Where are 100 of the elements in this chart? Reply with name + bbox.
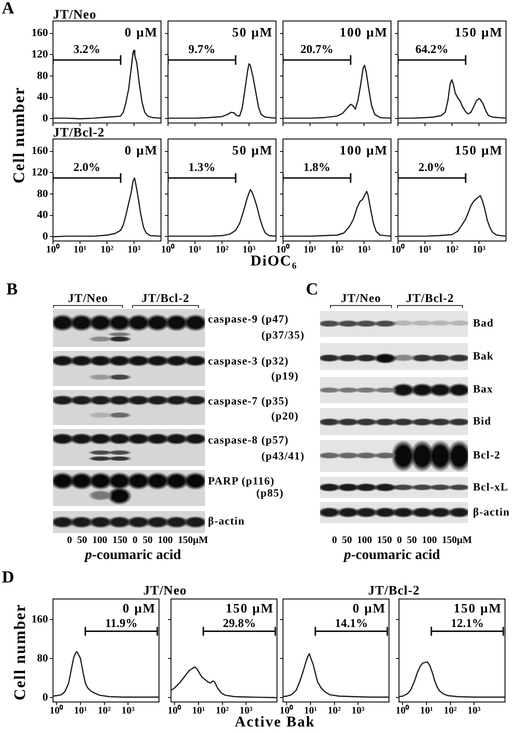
text: β-actin bbox=[473, 506, 510, 518]
x-tick-label: 10⁰ bbox=[46, 244, 60, 256]
text: JT/Bcl-2 bbox=[406, 291, 454, 305]
series-label: 29.8% bbox=[222, 616, 256, 630]
x-tick-label: 10³ bbox=[240, 706, 253, 717]
chart-title: 0 μM bbox=[124, 24, 158, 40]
chart-title: 150 μM bbox=[454, 24, 503, 40]
chart-subtitle: JT/Bcl-2 bbox=[53, 124, 105, 140]
text: JT/Neo bbox=[340, 291, 382, 305]
y-tick-label: 80 bbox=[37, 70, 48, 82]
x-tick-label: 10¹ bbox=[418, 244, 432, 256]
text: JT/Bcl-2 bbox=[142, 291, 190, 305]
x-tick-label: 10¹ bbox=[304, 244, 316, 256]
y-tick-label: 80 bbox=[37, 652, 48, 664]
text: (p37/35) bbox=[261, 330, 305, 342]
text: caspase-3 (p32) bbox=[208, 356, 289, 368]
text: p-coumaric acid bbox=[344, 548, 440, 563]
y-tick-label: 160 bbox=[32, 145, 48, 158]
text: Bax bbox=[473, 384, 494, 396]
series-label: 9.7% bbox=[188, 42, 216, 56]
text: A bbox=[2, 0, 14, 18]
y-tick-label: 160 bbox=[32, 613, 48, 626]
y-tick-label: 0 bbox=[42, 691, 48, 704]
series-label: 11.9% bbox=[105, 616, 138, 630]
chart-title: 50 μM bbox=[232, 24, 273, 40]
chart-title: 100 μM bbox=[340, 24, 388, 40]
text: JT/Neo bbox=[68, 291, 108, 305]
text: 0 50 100 150 0 50 100 150μM bbox=[332, 535, 472, 546]
x-tick-label: 10³ bbox=[128, 244, 140, 256]
x-tick-label: 10¹ bbox=[74, 244, 86, 256]
x-tick-label: 10² bbox=[328, 706, 341, 717]
chart-title: 150 μM bbox=[226, 600, 274, 616]
chart-title: 0 μM bbox=[122, 600, 156, 616]
text: C bbox=[306, 280, 318, 298]
series-label: 64.2% bbox=[415, 42, 448, 56]
text: (p43/41) bbox=[261, 450, 305, 462]
x-tick-label: 10² bbox=[446, 244, 458, 256]
series-label: 1.3% bbox=[188, 160, 216, 174]
y-tick-label: 80 bbox=[37, 188, 48, 200]
series-label: 3.2% bbox=[73, 42, 100, 56]
x-axis-title: Active Bak bbox=[234, 714, 316, 730]
series-label: 2.0% bbox=[73, 160, 100, 174]
x-axis-title: DiOC₆ bbox=[250, 254, 298, 270]
series-label: 20.7% bbox=[300, 42, 334, 56]
chart-title: 0 μM bbox=[352, 600, 386, 616]
chart-subtitle: JT/Neo bbox=[143, 582, 187, 598]
y-tick-label: 120 bbox=[32, 48, 48, 60]
x-tick-label: 10⁰ bbox=[50, 704, 64, 717]
text: p-coumaric acid bbox=[84, 548, 182, 563]
x-tick-label: 10² bbox=[100, 244, 114, 256]
text: (p19) bbox=[271, 370, 299, 382]
y-axis-title: Cell number bbox=[12, 604, 29, 700]
text: B bbox=[6, 280, 18, 298]
y-tick-label: 0 bbox=[42, 112, 48, 125]
x-tick-label: 10¹ bbox=[192, 706, 205, 717]
chart-title: 0 μM bbox=[124, 142, 158, 158]
text: PARP (p116) bbox=[208, 476, 275, 488]
x-tick-label: 10³ bbox=[242, 244, 256, 256]
series-label: 14.1% bbox=[334, 616, 368, 630]
x-tick-label: 10³ bbox=[358, 244, 370, 256]
text: D bbox=[2, 568, 14, 586]
chart-title: 150 μM bbox=[454, 142, 503, 158]
x-tick-label: 10¹ bbox=[74, 706, 87, 717]
x-tick-label: 10³ bbox=[468, 706, 481, 717]
chart-title: 100 μM bbox=[340, 142, 388, 158]
x-tick-label: 10⁰ bbox=[161, 244, 175, 256]
chart-title: 150 μM bbox=[454, 600, 502, 616]
chart-subtitle: JT/Neo bbox=[53, 6, 96, 22]
x-tick-label: 10³ bbox=[472, 244, 486, 256]
x-tick-label: 10⁰ bbox=[280, 704, 294, 717]
series-label: 1.8% bbox=[303, 160, 330, 174]
y-tick-label: 40 bbox=[37, 209, 48, 222]
series-label: 12.1% bbox=[450, 616, 484, 630]
text: Bid bbox=[473, 416, 492, 428]
x-tick-label: 10⁰ bbox=[276, 244, 290, 256]
text: Bcl-xL bbox=[473, 482, 508, 494]
text: caspase-9 (p47) bbox=[208, 314, 289, 326]
y-tick-label: 0 bbox=[42, 230, 48, 243]
text: (p20) bbox=[271, 410, 299, 422]
text: β-actin bbox=[208, 516, 245, 528]
x-tick-label: 10¹ bbox=[420, 706, 433, 717]
x-tick-label: 10² bbox=[444, 706, 457, 717]
x-tick-label: 10² bbox=[98, 706, 111, 717]
text: (p85) bbox=[256, 488, 284, 500]
chart-subtitle: JT/Bcl-2 bbox=[368, 582, 420, 598]
x-tick-label: 10⁰ bbox=[168, 704, 182, 717]
x-tick-label: 10² bbox=[330, 244, 344, 256]
y-axis-title: Cell number bbox=[11, 86, 28, 184]
y-tick-label: 40 bbox=[37, 91, 48, 104]
y-tick-label: 160 bbox=[32, 27, 48, 40]
x-tick-label: 10⁰ bbox=[396, 704, 410, 717]
x-tick-label: 10³ bbox=[122, 706, 135, 717]
x-tick-label: 10² bbox=[216, 244, 228, 256]
text: caspase-7 (p35) bbox=[208, 396, 289, 408]
y-tick-label: 120 bbox=[32, 166, 48, 178]
x-tick-label: 10¹ bbox=[188, 244, 202, 256]
x-tick-label: 10¹ bbox=[304, 706, 317, 717]
x-tick-label: 10⁰ bbox=[391, 244, 405, 256]
x-tick-label: 10² bbox=[216, 706, 229, 717]
text: caspase-8 (p57) bbox=[208, 434, 289, 446]
